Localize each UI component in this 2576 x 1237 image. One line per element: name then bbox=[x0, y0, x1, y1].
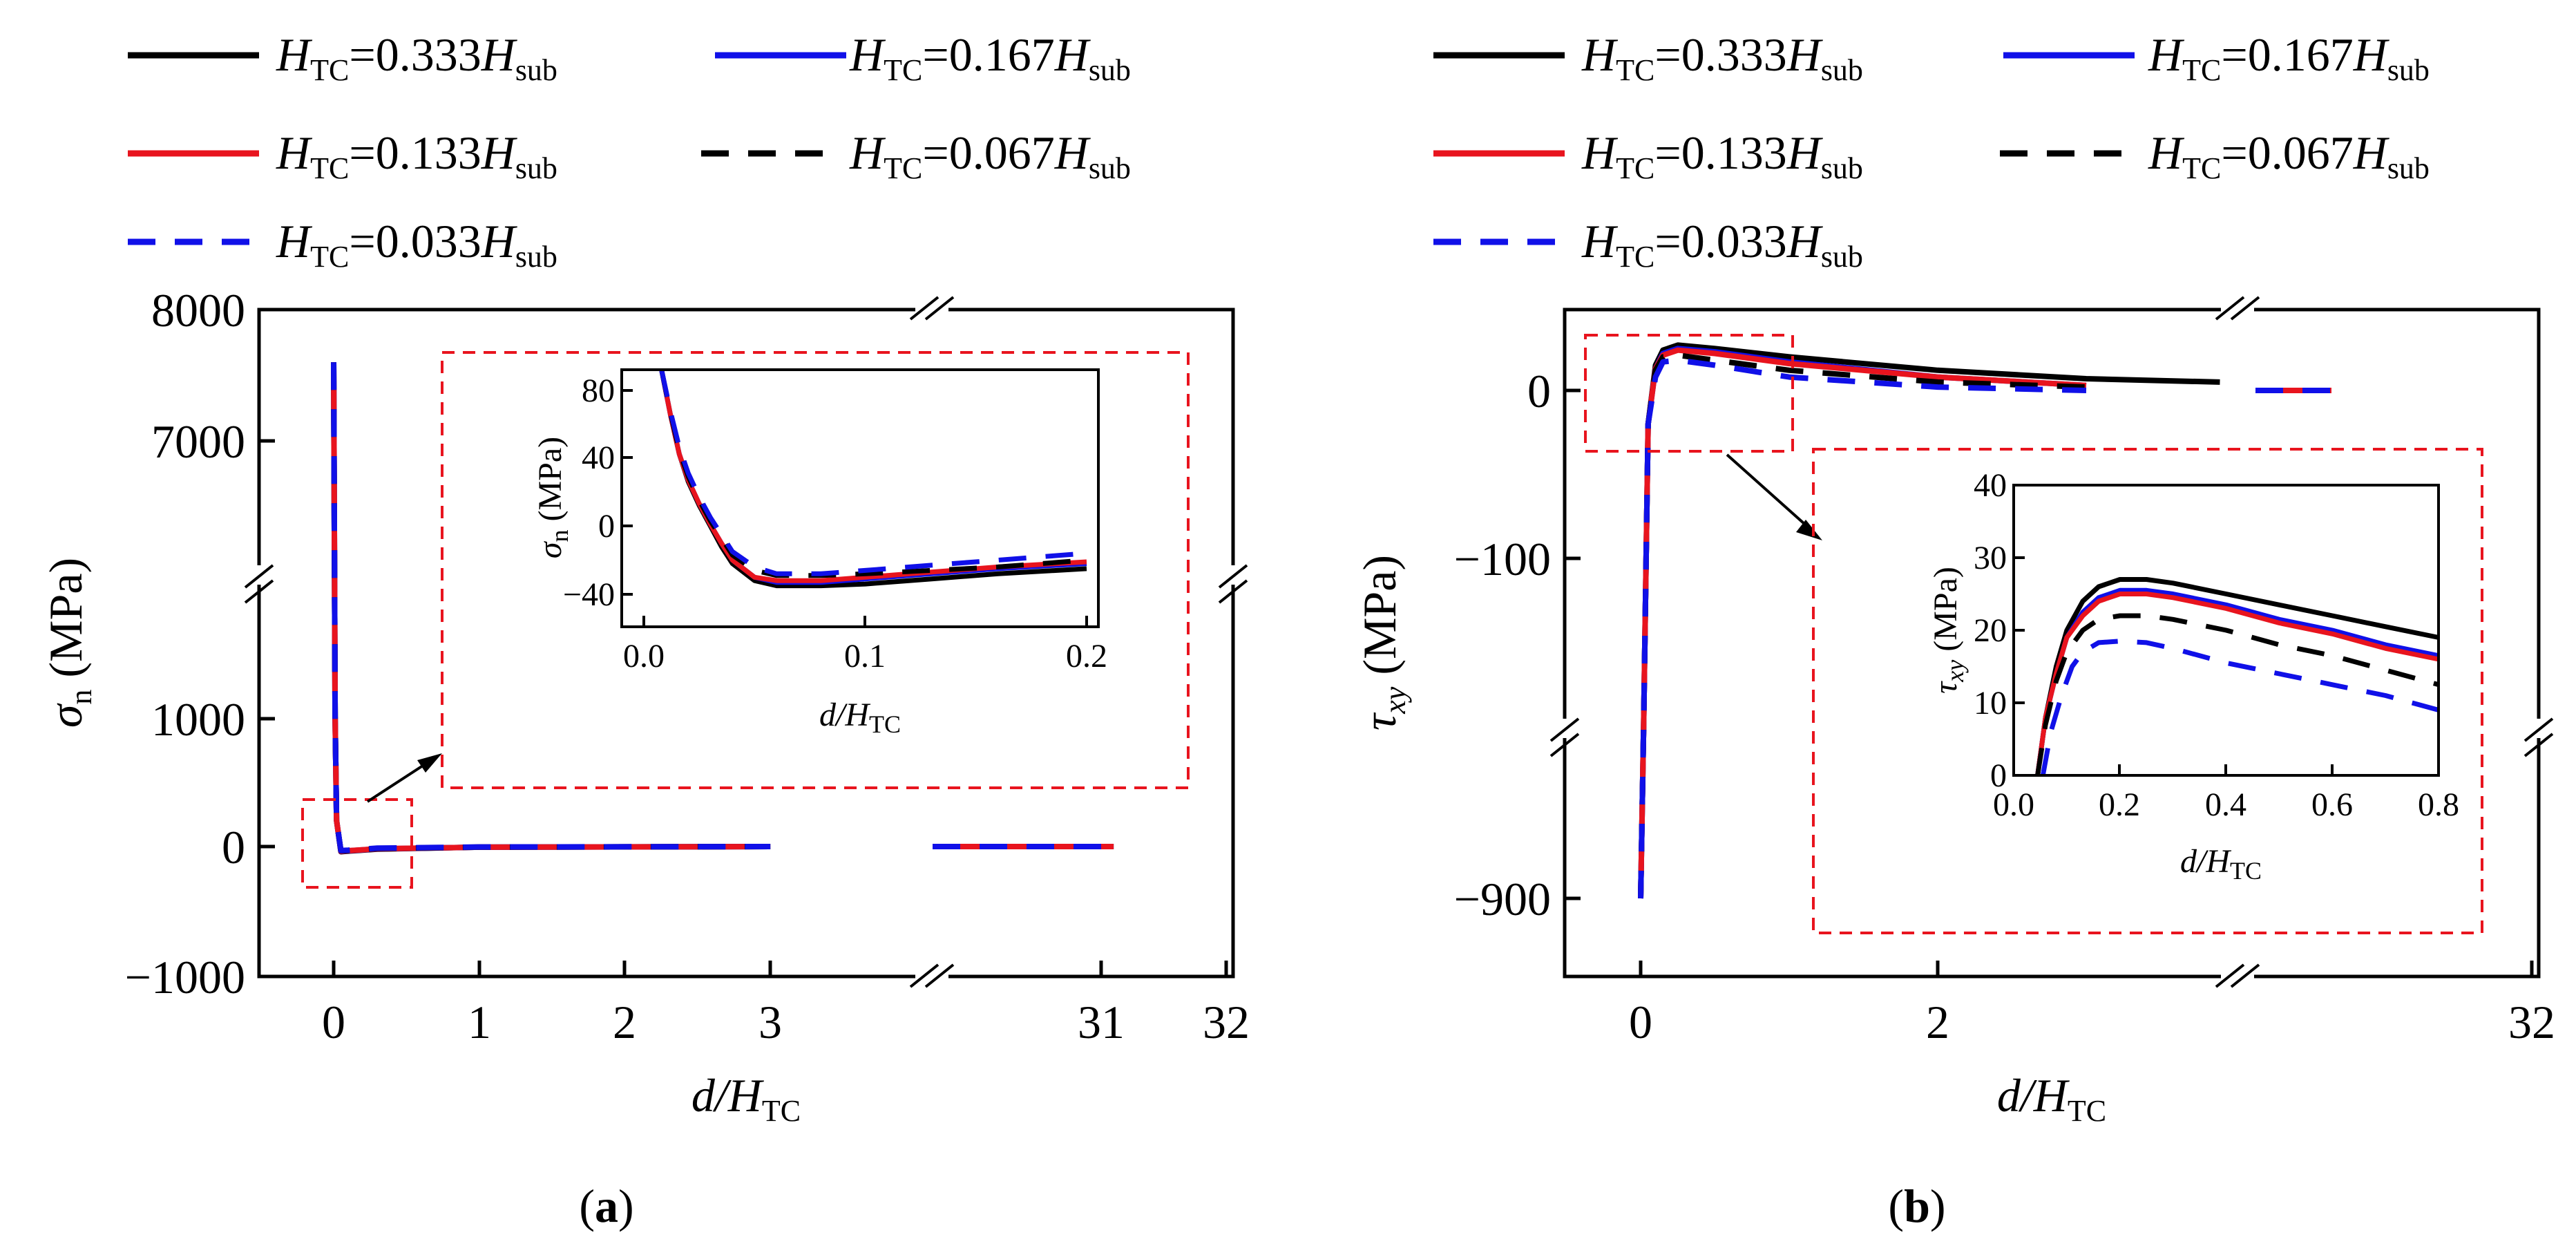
y-tick-label: 7000 bbox=[151, 415, 245, 468]
inset-y-tick-label: 40 bbox=[582, 440, 615, 476]
svg-text:HTC=0.333Hsub: HTC=0.333Hsub bbox=[1581, 28, 1863, 87]
y-tick-label: −100 bbox=[1454, 533, 1551, 585]
x-axis-label: d/HTC bbox=[691, 1069, 801, 1128]
arrow-head-icon bbox=[417, 753, 442, 773]
legend-item: HTC=0.133Hsub bbox=[128, 126, 557, 185]
x-tick-label: 2 bbox=[1926, 996, 1949, 1048]
x-tick-label: 31 bbox=[1078, 996, 1125, 1048]
legend-item: HTC=0.067Hsub bbox=[2000, 126, 2430, 185]
svg-text:HTC=0.167Hsub: HTC=0.167Hsub bbox=[2148, 28, 2430, 87]
zoom-region-box bbox=[1584, 334, 1794, 453]
svg-text:HTC=0.133Hsub: HTC=0.133Hsub bbox=[276, 126, 557, 185]
legend-item: HTC=0.033Hsub bbox=[128, 215, 557, 274]
inset-y-tick-label: 10 bbox=[1974, 685, 2007, 721]
series-line bbox=[2035, 613, 2440, 776]
series-line bbox=[659, 369, 1087, 578]
x-tick-label: 32 bbox=[1203, 996, 1250, 1048]
svg-text:HTC=0.133Hsub: HTC=0.133Hsub bbox=[1581, 126, 1863, 185]
panel-label-a: (a) bbox=[579, 1180, 633, 1232]
inset-y-tick-label: −40 bbox=[563, 576, 615, 613]
inset-y-axis-label: τxy (MPa) bbox=[1927, 567, 1969, 694]
zoom-arrow bbox=[1726, 453, 1806, 525]
legend-item: HTC=0.133Hsub bbox=[1433, 126, 1863, 185]
panel-label-b: (b) bbox=[1888, 1180, 1945, 1232]
legend-item: HTC=0.167Hsub bbox=[715, 28, 1131, 87]
x-tick-label: 0 bbox=[1629, 996, 1652, 1048]
svg-text:HTC=0.067Hsub: HTC=0.067Hsub bbox=[2148, 126, 2430, 185]
series-line bbox=[1638, 347, 2087, 899]
inset-x-tick-label: 0.4 bbox=[2205, 786, 2246, 823]
arrow-head-icon bbox=[1796, 520, 1822, 540]
inset-x-tick-label: 0.1 bbox=[844, 638, 886, 674]
inset-frame-box bbox=[1812, 448, 2483, 934]
inset-x-axis-label: d/HTC bbox=[2180, 843, 2262, 885]
legend-b: HTC=0.333Hsub HTC=0.167Hsub HTC=0.133Hsu… bbox=[1433, 28, 2430, 274]
inset-chart-a: 80 40 0 −40 0.0 0.1 0.2 d/HTC σn (MPa) bbox=[532, 368, 1107, 738]
svg-text:HTC=0.067Hsub: HTC=0.067Hsub bbox=[849, 126, 1131, 185]
legend-item: HTC=0.333Hsub bbox=[128, 28, 557, 87]
series-line bbox=[659, 369, 1087, 576]
zoom-region-box bbox=[301, 798, 413, 889]
x-axis-label: d/HTC bbox=[1997, 1069, 2106, 1128]
chart-panel-b: 0 −100 −900 0 2 32 d/HTC τxy (MPa) 40 bbox=[1353, 296, 2555, 1232]
inset-x-tick-label: 0.6 bbox=[2311, 786, 2353, 823]
inset-chart-b: 40 30 20 10 0 0.0 0.2 0.4 0.6 0.8 d/HTC … bbox=[1927, 467, 2459, 885]
x-tick-label: 0 bbox=[322, 996, 345, 1048]
series-line bbox=[2035, 592, 2439, 776]
svg-text:HTC=0.033Hsub: HTC=0.033Hsub bbox=[276, 215, 557, 274]
inset-y-tick-label: 20 bbox=[1974, 612, 2007, 649]
inset-y-tick-label: 40 bbox=[1974, 467, 2007, 504]
x-tick-label: 1 bbox=[468, 996, 491, 1048]
plot-frame-a bbox=[257, 308, 1235, 979]
series-line bbox=[2040, 639, 2440, 776]
y-tick-label: 1000 bbox=[151, 693, 245, 746]
series-line bbox=[331, 362, 771, 853]
y-tick-label: 0 bbox=[222, 821, 245, 874]
inset-y-tick-label: 30 bbox=[1974, 540, 2007, 576]
svg-text:HTC=0.167Hsub: HTC=0.167Hsub bbox=[849, 28, 1131, 87]
svg-text:HTC=0.333Hsub: HTC=0.333Hsub bbox=[276, 28, 557, 87]
x-tick-label: 3 bbox=[759, 996, 782, 1048]
legend-item: HTC=0.167Hsub bbox=[2003, 28, 2430, 87]
inset-x-tick-label: 0.8 bbox=[2418, 786, 2459, 823]
plot-frame-b bbox=[1563, 308, 2541, 979]
inset-x-tick-label: 0.2 bbox=[2099, 786, 2140, 823]
y-tick-label: 8000 bbox=[151, 284, 245, 337]
x-tick-label: 32 bbox=[2508, 996, 2555, 1048]
y-tick-label: −900 bbox=[1454, 873, 1551, 925]
y-tick-label: 0 bbox=[1527, 365, 1551, 417]
legend-item: HTC=0.033Hsub bbox=[1433, 215, 1863, 274]
inset-y-tick-label: 0 bbox=[598, 508, 615, 545]
inset-x-tick-label: 0.0 bbox=[623, 638, 665, 674]
zoom-arrow bbox=[366, 764, 424, 803]
inset-y-axis-label: σn (MPa) bbox=[532, 437, 573, 558]
chart-panel-a: 8000 7000 1000 0 −1000 0 1 2 3 31 32 d/H… bbox=[39, 284, 1250, 1232]
inset-x-axis-label: d/HTC bbox=[819, 697, 901, 738]
y-tick-label: −1000 bbox=[125, 951, 245, 1003]
legend-item: HTC=0.067Hsub bbox=[701, 126, 1131, 185]
inset-y-tick-label: 0 bbox=[1990, 757, 2007, 794]
inset-frame-box bbox=[441, 351, 1190, 789]
y-axis-label: σn (MPa) bbox=[39, 558, 98, 728]
x-tick-label: 2 bbox=[613, 996, 636, 1048]
inset-x-tick-label: 0.0 bbox=[1993, 786, 2034, 823]
inset-y-tick-label: 80 bbox=[582, 372, 615, 409]
legend-a: HTC=0.333Hsub HTC=0.167Hsub HTC=0.133Hsu… bbox=[128, 28, 1131, 274]
svg-text:HTC=0.033Hsub: HTC=0.033Hsub bbox=[1581, 215, 1863, 274]
y-axis-label: τxy (MPa) bbox=[1353, 555, 1412, 730]
legend-item: HTC=0.333Hsub bbox=[1433, 28, 1863, 87]
inset-x-tick-label: 0.2 bbox=[1066, 638, 1107, 674]
